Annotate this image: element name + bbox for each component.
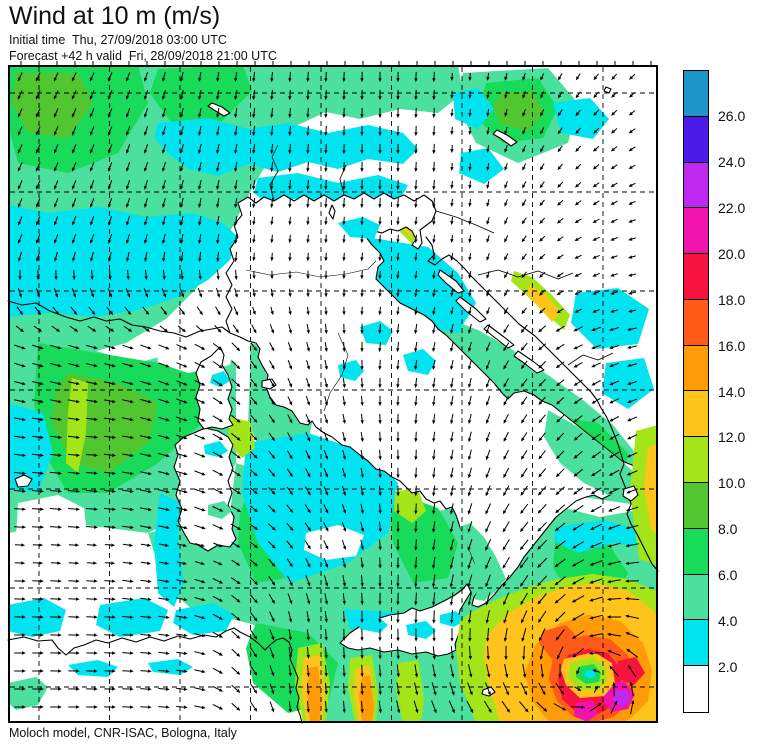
map-top-ticks: [20, 61, 652, 65]
wind-map: [7, 61, 659, 724]
border-slovenia-croatia: [435, 210, 495, 234]
lat-lon-gridlines: [10, 67, 656, 721]
colorbar-band: [684, 528, 708, 575]
colorbar-band: [684, 666, 708, 712]
lake-balaton: [492, 129, 518, 147]
wind-speed-filled-contours: [8, 65, 658, 723]
wind-vector-arrows: [13, 71, 640, 715]
forecast-valid-line: Forecast +42 h valid Fri, 28/09/2018 21:…: [9, 49, 277, 63]
colorbar-tick-label: 26.0: [718, 107, 746, 124]
colorbar-band: [684, 620, 708, 667]
lake-garda: [328, 204, 336, 220]
colorbar-band: [684, 71, 708, 117]
coastline-north-africa: [7, 627, 303, 724]
page-title: Wind at 10 m (m/s): [9, 2, 221, 30]
colorbar-band: [684, 208, 708, 255]
colorbar-tick-label: 20.0: [718, 245, 746, 262]
island-croatia-4: [513, 350, 545, 374]
island-croatia-1: [437, 269, 465, 294]
colorbar-band: [684, 391, 708, 438]
colorbar-tick-label: 4.0: [718, 613, 738, 630]
colorbar-band: [684, 437, 708, 484]
coastline-sardinia: [173, 427, 237, 552]
colorbar-tick-label: 2.0: [718, 659, 738, 676]
river-po: [245, 260, 377, 278]
border-switzerland: [269, 144, 279, 202]
colorbar-tick-label: 12.0: [718, 429, 746, 446]
island-croatia-3: [483, 324, 515, 349]
lake-small: [603, 86, 612, 94]
initial-time-line: Initial time Thu, 27/09/2018 03:00 UTC: [9, 33, 227, 47]
colorbar-band: [684, 345, 708, 392]
colorbar-tick-label: 14.0: [718, 383, 746, 400]
colorbar-band: [684, 299, 708, 346]
colorbar-tick-label: 16.0: [718, 337, 746, 354]
colorbar-band: [684, 483, 708, 529]
river-tiber: [323, 332, 349, 412]
colorbar-tick-label: 24.0: [718, 153, 746, 170]
coastline-italy: [225, 192, 647, 608]
colorbar: [683, 70, 709, 713]
colorbar-tick-label: 6.0: [718, 567, 738, 584]
border-balkans-1: [477, 269, 574, 280]
coastline-corsica: [195, 346, 234, 430]
colorbar-band: [684, 116, 708, 163]
island-croatia-2: [455, 296, 487, 323]
model-credit: Moloch model, CNR-ISAC, Bologna, Italy: [9, 726, 237, 740]
colorbar-band: [684, 162, 708, 209]
map-frame: [8, 65, 658, 723]
colorbar-tick-label: 22.0: [718, 199, 746, 216]
colorbar-tick-label: 8.0: [718, 521, 738, 538]
colorbar-tick-label: 10.0: [718, 475, 746, 492]
colorbar-band: [684, 254, 708, 300]
coastline-balkans: [425, 236, 659, 572]
colorbar-band: [684, 574, 708, 621]
border-balkans-2: [567, 352, 614, 366]
colorbar-tick-label: 18.0: [718, 291, 746, 308]
island-menorca: [14, 474, 33, 488]
